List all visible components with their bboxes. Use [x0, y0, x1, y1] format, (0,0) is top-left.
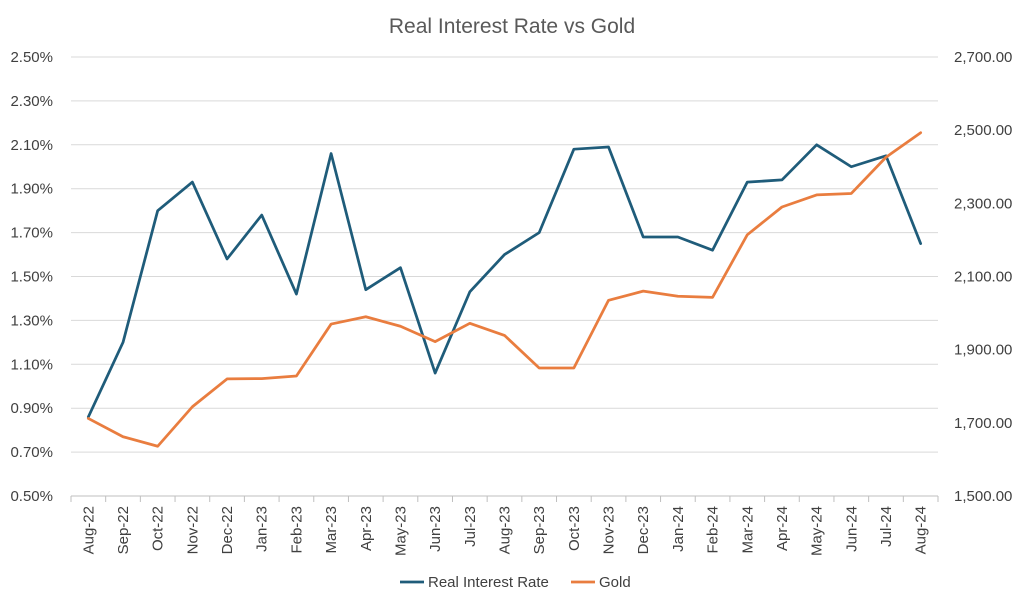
left-tick-label: 1.90% [10, 181, 53, 198]
x-tick-label: Oct-22 [150, 506, 167, 551]
x-tick-label: Nov-23 [601, 506, 618, 554]
chart-title: Real Interest Rate vs Gold [389, 15, 635, 38]
left-tick-label: 0.70% [10, 444, 53, 461]
x-tick-label: Nov-22 [184, 506, 201, 554]
x-tick-label: May-24 [809, 506, 826, 556]
x-tick-label: Apr-24 [774, 506, 791, 551]
legend-label-gold: Gold [599, 574, 631, 591]
x-tick-label: Aug-24 [913, 506, 930, 554]
x-tick-label: Jul-23 [462, 506, 479, 547]
x-tick-label: Sep-23 [531, 506, 548, 554]
x-tick-label: Dec-23 [635, 506, 652, 554]
right-axis: 1,500.00 1,700.00 1,900.00 2,100.00 2,300.00… [954, 49, 1012, 505]
x-tick-label: Oct-23 [566, 506, 583, 551]
x-tick-label: Jan-24 [670, 506, 687, 552]
x-tick-label: Jan-23 [254, 506, 271, 552]
x-tick-label: Mar-23 [323, 506, 340, 554]
left-tick-label: 2.10% [10, 137, 53, 154]
x-tick-label: Sep-22 [115, 506, 132, 554]
left-tick-label: 1.30% [10, 312, 53, 329]
left-tick-label: 1.50% [10, 269, 53, 286]
right-tick-label: 1,700.00 [954, 415, 1012, 432]
right-tick-label: 2,100.00 [954, 269, 1012, 286]
x-tick-label: May-23 [392, 506, 409, 556]
left-tick-label: 2.50% [10, 49, 53, 66]
right-tick-label: 1,900.00 [954, 342, 1012, 359]
legend: Real Interest Rate Gold [400, 574, 631, 591]
left-tick-label: 1.70% [10, 225, 53, 242]
left-axis: 0.50% 0.70% 0.90% 1.10% 1.30% 1.50% 1.70% 1.90%… [10, 49, 53, 505]
right-tick-label: 1,500.00 [954, 488, 1012, 505]
right-tick-label: 2,300.00 [954, 195, 1012, 212]
x-tick-label: Apr-23 [358, 506, 375, 551]
x-tick-label: Aug-23 [497, 506, 514, 554]
x-tick-label: Feb-23 [288, 506, 305, 554]
x-tick-label: Jun-24 [843, 506, 860, 552]
series-lines [86, 131, 923, 448]
right-tick-label: 2,500.00 [954, 122, 1012, 139]
x-tick-label: Jul-24 [878, 506, 895, 547]
x-tick-label: Dec-22 [219, 506, 236, 554]
x-tick-label: Jun-23 [427, 506, 444, 552]
left-tick-label: 2.30% [10, 93, 53, 110]
x-tick-label: Aug-22 [80, 506, 97, 554]
series-line-real-interest-rate [86, 143, 923, 419]
x-tick-label: Mar-24 [739, 506, 756, 554]
left-tick-label: 0.50% [10, 488, 53, 505]
series-line-gold [86, 131, 923, 448]
x-axis: Aug-22 Sep-22 Oct-22 Nov-22 Dec-22 Jan-23 Feb-… [70, 495, 939, 556]
left-tick-label: 1.10% [10, 356, 53, 373]
legend-label-real-interest-rate: Real Interest Rate [428, 574, 549, 591]
right-tick-label: 2,700.00 [954, 49, 1012, 66]
left-tick-label: 0.90% [10, 400, 53, 417]
x-tick-label: Feb-24 [705, 506, 722, 554]
